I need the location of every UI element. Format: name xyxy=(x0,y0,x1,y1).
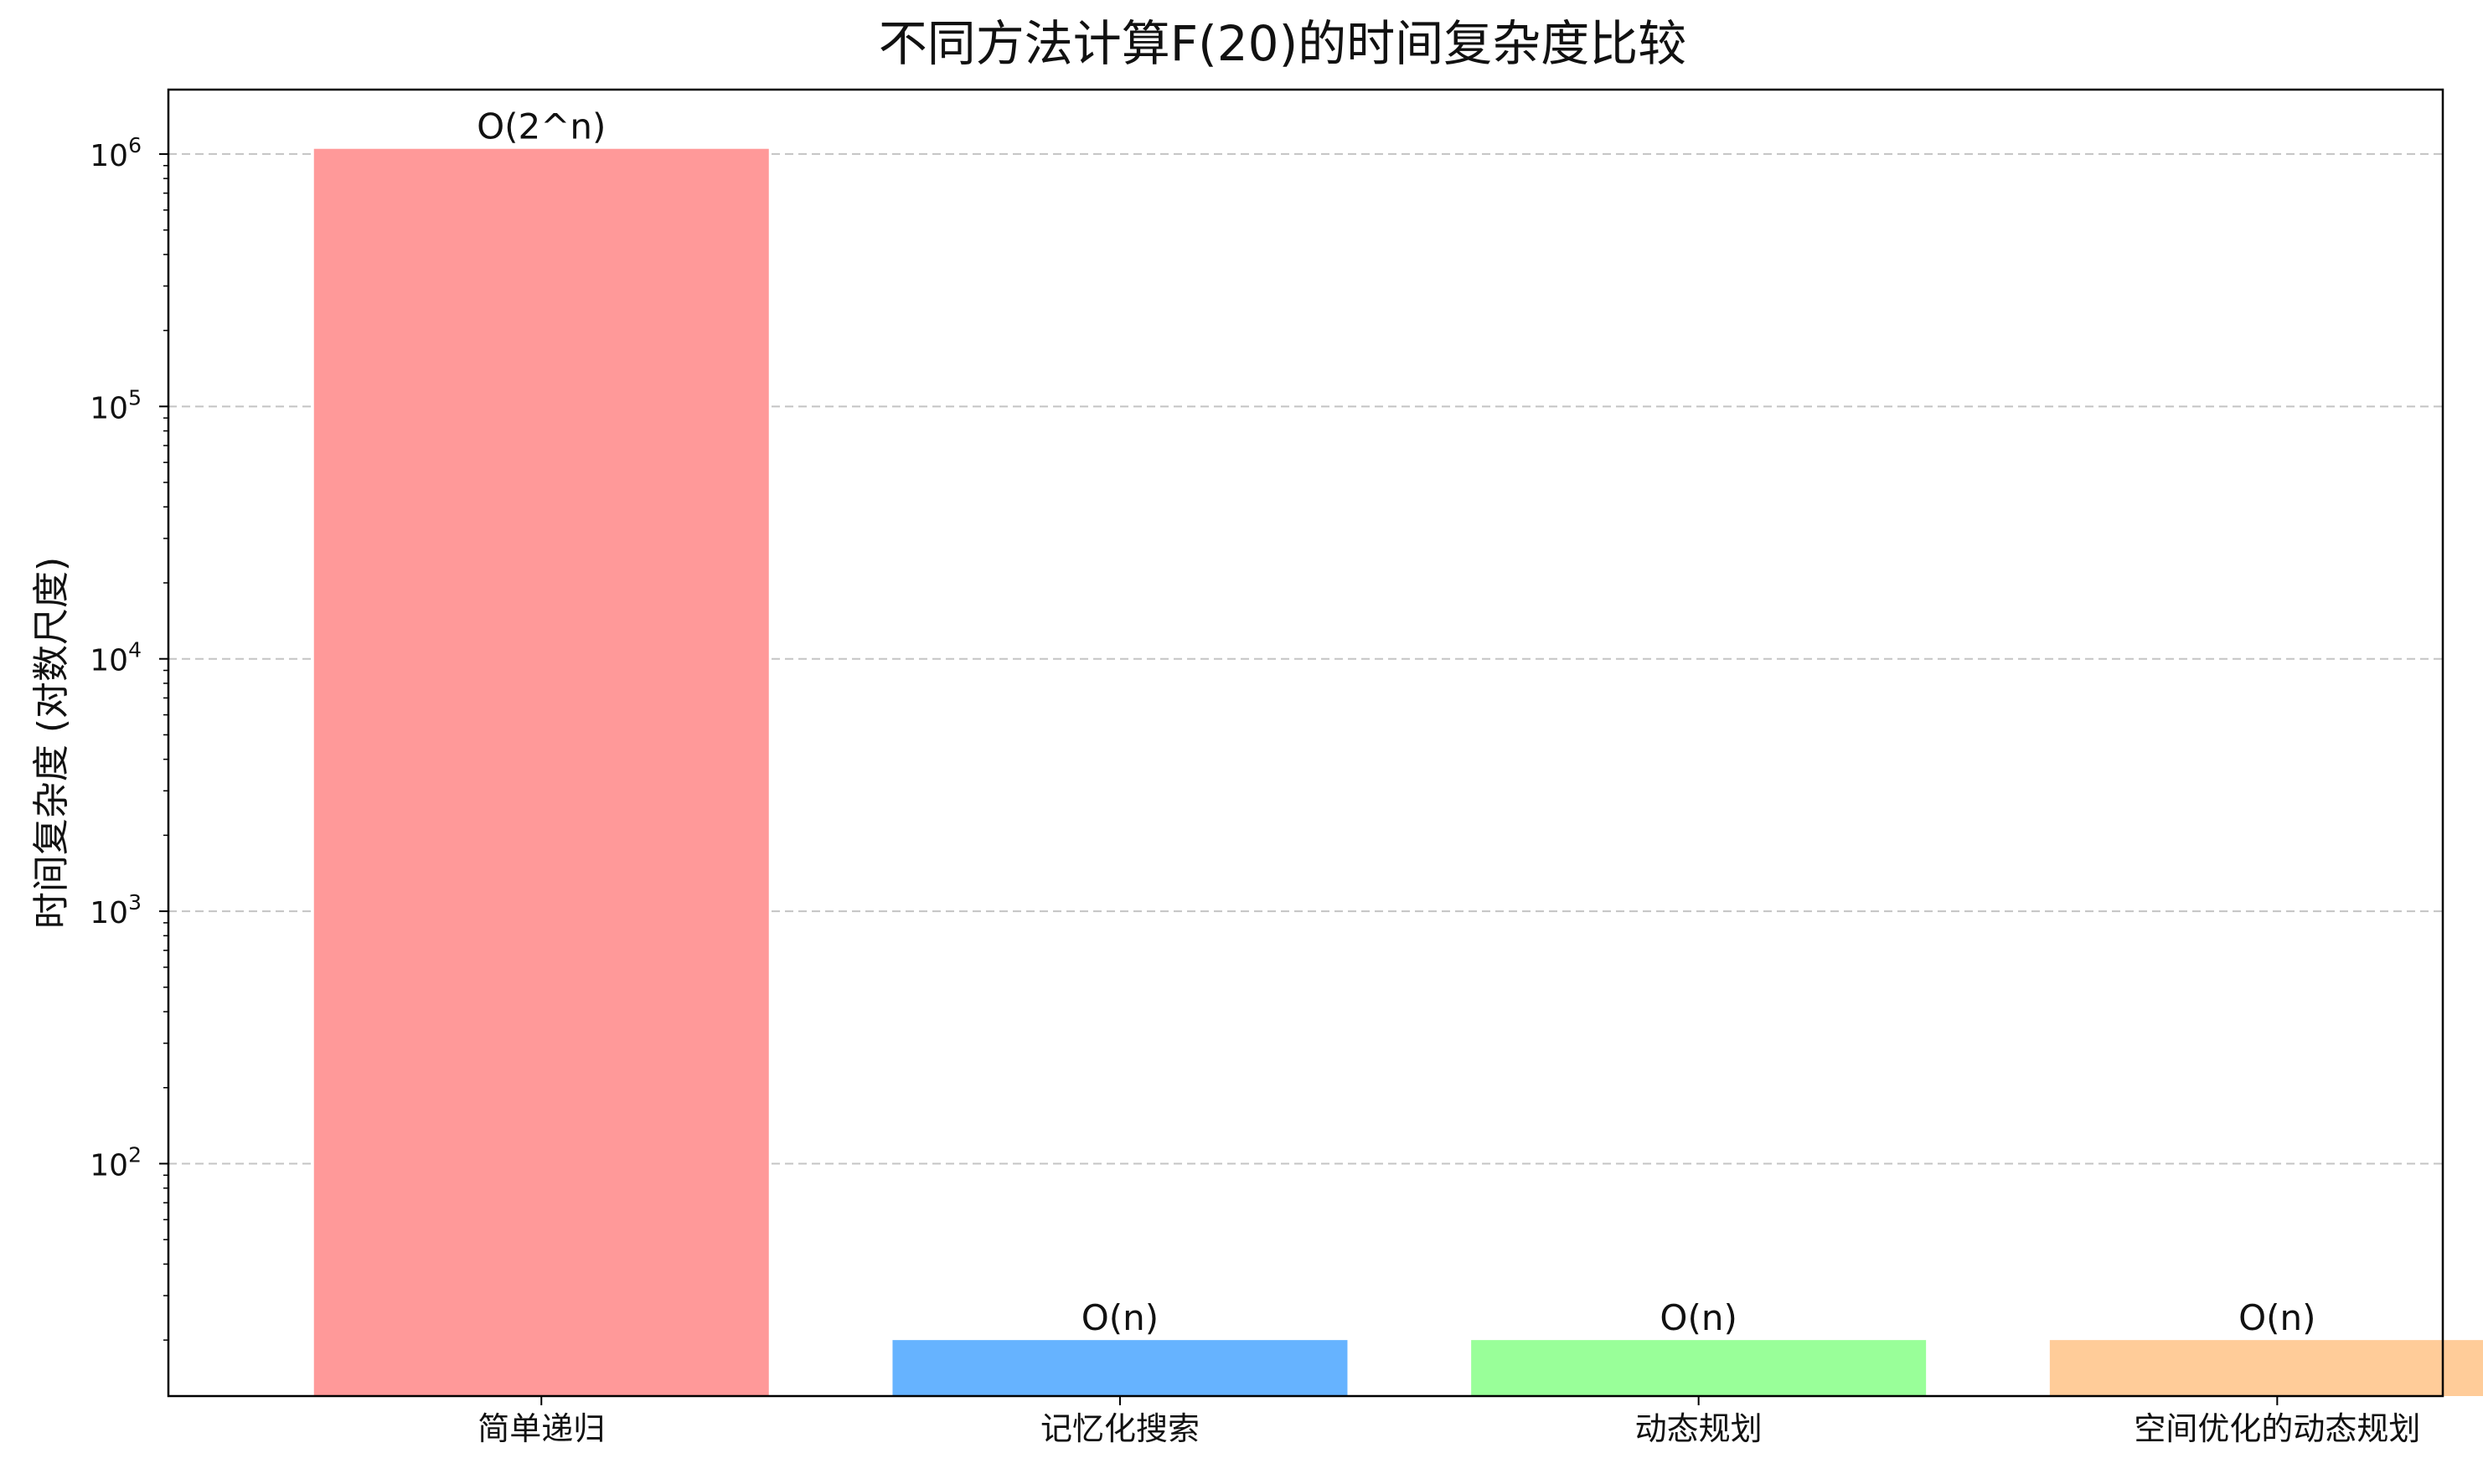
bar xyxy=(1471,1340,1927,1396)
bar xyxy=(892,1340,1348,1396)
y-tick-label: 102 xyxy=(90,1142,142,1183)
x-tick-label: 动态规划 xyxy=(1635,1410,1763,1447)
bar-value-label: O(n) xyxy=(2238,1297,2315,1338)
bar xyxy=(2049,1340,2483,1396)
bar-value-labels: O(2^n) O(n) O(n) O(n) xyxy=(477,106,2316,1338)
plot-area-frame xyxy=(167,88,2444,1398)
x-tick-label: 简单递归 xyxy=(478,1410,605,1447)
bars xyxy=(313,148,2483,1397)
y-tick-label: 106 xyxy=(90,133,142,173)
bar-value-label: O(2^n) xyxy=(477,106,606,147)
x-axis-ticks: 简单递归 记忆化搜索 动态规划 空间优化的动态规划 xyxy=(478,1396,2420,1447)
y-axis-ticks: 102 103 104 105 106 xyxy=(90,133,168,1341)
y-axis-label: 时间复杂度 (对数尺度) xyxy=(30,557,73,929)
bar xyxy=(313,148,769,1397)
x-tick-label: 空间优化的动态规划 xyxy=(2134,1410,2420,1447)
y-tick-label: 105 xyxy=(90,385,142,425)
y-tick-label: 103 xyxy=(90,890,142,930)
bar-value-label: O(n) xyxy=(1660,1297,1737,1338)
chart-title: 不同方法计算F(20)的时间复杂度比较 xyxy=(879,15,1686,72)
x-tick-label: 记忆化搜索 xyxy=(1040,1410,1200,1447)
bar-value-label: O(n) xyxy=(1081,1297,1159,1338)
y-tick-label: 104 xyxy=(90,638,142,678)
